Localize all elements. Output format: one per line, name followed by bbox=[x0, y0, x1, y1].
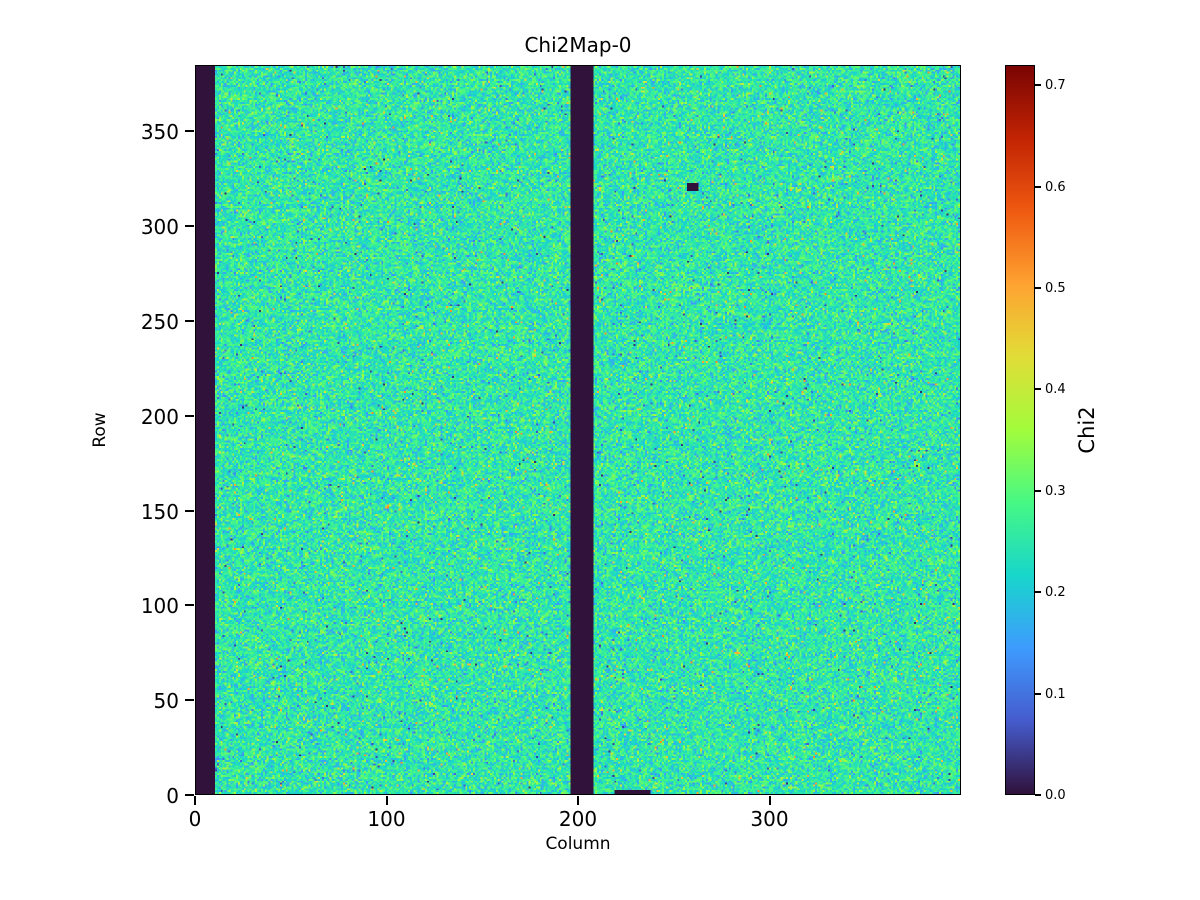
colorbar-tick-label: 0.7 bbox=[1045, 78, 1066, 94]
colorbar-label: Chi2 bbox=[1075, 406, 1099, 454]
heatmap-plot-area bbox=[195, 65, 961, 795]
colorbar-tick-label: 0.5 bbox=[1045, 281, 1066, 297]
colorbar-tick-mark bbox=[1035, 794, 1041, 796]
y-tick-mark bbox=[185, 699, 194, 702]
y-tick-label: 250 bbox=[140, 309, 179, 334]
x-tick-mark bbox=[577, 796, 579, 805]
y-tick-mark bbox=[185, 509, 194, 512]
y-tick-label: 200 bbox=[140, 404, 179, 429]
colorbar-tick-label: 0.0 bbox=[1045, 788, 1066, 803]
colorbar-tick-label: 0.1 bbox=[1045, 686, 1066, 702]
heatmap-canvas bbox=[196, 66, 960, 794]
colorbar-tick-mark bbox=[1035, 185, 1041, 188]
colorbar-tick-mark bbox=[1035, 489, 1041, 492]
y-tick-label: 350 bbox=[140, 120, 179, 145]
y-tick-mark bbox=[185, 225, 194, 228]
y-tick-mark bbox=[185, 794, 194, 796]
x-tick-label: 100 bbox=[367, 807, 406, 831]
y-tick-label: 100 bbox=[140, 594, 179, 619]
x-tick-label: 300 bbox=[750, 807, 789, 831]
x-tick-label: 200 bbox=[558, 807, 598, 831]
plot-title: Chi2Map-0 bbox=[524, 33, 632, 57]
colorbar-tick-mark bbox=[1035, 287, 1041, 290]
colorbar-tick-label: 0.3 bbox=[1045, 483, 1066, 499]
y-tick-label: 300 bbox=[140, 215, 179, 240]
y-tick-mark bbox=[185, 414, 194, 417]
colorbar-tick-mark bbox=[1035, 388, 1041, 391]
colorbar-tick-label: 0.4 bbox=[1045, 382, 1066, 398]
y-tick-label: 50 bbox=[153, 689, 179, 714]
y-axis-label: Row bbox=[90, 412, 110, 448]
y-tick-mark bbox=[185, 130, 194, 133]
colorbar-tick-mark bbox=[1035, 692, 1041, 695]
x-tick-mark bbox=[768, 796, 771, 805]
y-tick-mark bbox=[185, 319, 194, 322]
colorbar-tick-mark bbox=[1035, 84, 1041, 87]
x-tick-mark bbox=[194, 796, 196, 805]
x-tick-label: 0 bbox=[188, 807, 202, 831]
colorbar-tick-label: 0.2 bbox=[1045, 585, 1066, 601]
colorbar bbox=[1005, 65, 1035, 795]
y-tick-label: 0 bbox=[166, 784, 179, 808]
colorbar-tick-label: 0.6 bbox=[1045, 179, 1066, 195]
y-tick-label: 150 bbox=[140, 499, 179, 524]
colorbar-tick-mark bbox=[1035, 591, 1041, 594]
x-tick-mark bbox=[385, 796, 388, 805]
colorbar-gradient bbox=[1006, 66, 1034, 794]
y-tick-mark bbox=[185, 604, 194, 607]
x-axis-label: Column bbox=[545, 834, 611, 854]
